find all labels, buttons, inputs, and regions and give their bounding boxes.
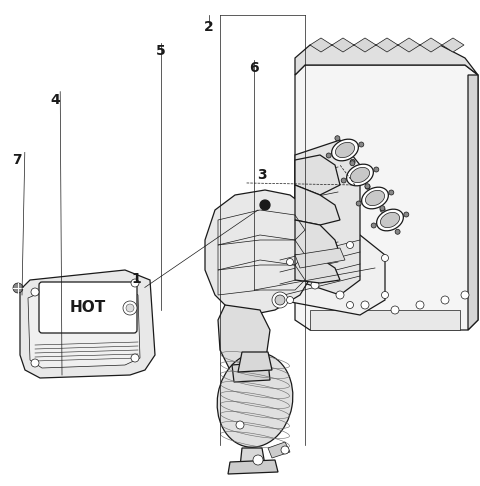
Circle shape [371, 223, 376, 228]
Polygon shape [268, 442, 290, 458]
Polygon shape [420, 38, 442, 52]
Circle shape [391, 306, 399, 314]
Text: 6: 6 [250, 61, 259, 75]
Polygon shape [295, 185, 340, 225]
Circle shape [336, 291, 344, 299]
Circle shape [382, 255, 388, 261]
Ellipse shape [347, 164, 373, 186]
Circle shape [374, 167, 379, 172]
Circle shape [31, 359, 39, 367]
Polygon shape [240, 448, 265, 467]
Polygon shape [442, 38, 464, 52]
Circle shape [356, 201, 361, 206]
Ellipse shape [365, 191, 384, 206]
Polygon shape [232, 362, 270, 382]
Circle shape [395, 229, 400, 234]
Ellipse shape [332, 139, 359, 161]
Circle shape [380, 208, 385, 212]
FancyBboxPatch shape [39, 282, 137, 333]
Polygon shape [332, 38, 354, 52]
Polygon shape [28, 285, 140, 368]
Polygon shape [398, 38, 420, 52]
Circle shape [126, 304, 134, 312]
Circle shape [287, 296, 293, 303]
Polygon shape [20, 270, 155, 378]
Circle shape [131, 279, 139, 287]
Circle shape [326, 153, 331, 158]
Circle shape [350, 159, 355, 164]
Ellipse shape [217, 353, 293, 447]
Circle shape [131, 354, 139, 362]
Circle shape [311, 281, 319, 289]
Circle shape [382, 292, 388, 298]
Circle shape [287, 259, 293, 265]
Circle shape [31, 288, 39, 296]
Polygon shape [218, 305, 270, 375]
Circle shape [281, 446, 289, 454]
Polygon shape [376, 38, 398, 52]
Polygon shape [295, 45, 478, 75]
Polygon shape [228, 460, 278, 474]
Circle shape [347, 301, 353, 309]
Polygon shape [295, 65, 478, 330]
Circle shape [350, 161, 355, 166]
Polygon shape [205, 190, 320, 315]
Polygon shape [280, 235, 385, 315]
Circle shape [441, 296, 449, 304]
Text: 2: 2 [204, 20, 214, 34]
Circle shape [361, 301, 369, 309]
Circle shape [347, 242, 353, 248]
Circle shape [389, 190, 394, 195]
Ellipse shape [377, 209, 403, 231]
Circle shape [416, 301, 424, 309]
Circle shape [335, 136, 340, 141]
Circle shape [404, 212, 409, 217]
Polygon shape [295, 155, 340, 195]
Circle shape [236, 421, 244, 429]
Ellipse shape [336, 142, 355, 157]
Circle shape [13, 283, 23, 293]
Polygon shape [310, 310, 460, 330]
Text: 1: 1 [132, 273, 142, 286]
Polygon shape [468, 75, 478, 330]
Circle shape [341, 178, 346, 183]
Circle shape [380, 206, 385, 211]
Circle shape [275, 295, 285, 305]
Circle shape [461, 291, 469, 299]
Ellipse shape [361, 187, 388, 209]
Text: 5: 5 [156, 44, 166, 58]
Polygon shape [295, 220, 340, 258]
Circle shape [365, 184, 370, 189]
Ellipse shape [381, 212, 399, 227]
Polygon shape [238, 352, 272, 372]
Circle shape [359, 142, 364, 147]
Text: 7: 7 [12, 154, 22, 167]
Text: 3: 3 [257, 168, 266, 182]
Polygon shape [295, 140, 360, 295]
Text: 4: 4 [50, 93, 60, 106]
Circle shape [253, 455, 263, 465]
Circle shape [260, 200, 270, 210]
Polygon shape [295, 255, 340, 283]
Polygon shape [310, 38, 332, 52]
Text: HOT: HOT [70, 299, 106, 314]
Circle shape [365, 184, 370, 189]
Polygon shape [354, 38, 376, 52]
Polygon shape [295, 248, 345, 268]
Ellipse shape [350, 167, 370, 183]
Circle shape [272, 292, 288, 308]
Circle shape [123, 301, 137, 315]
